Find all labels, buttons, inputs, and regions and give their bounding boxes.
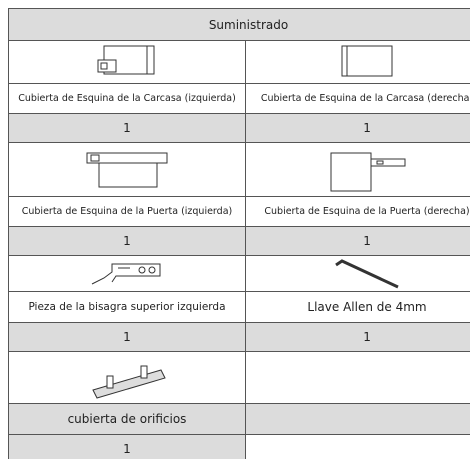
- item-quantity: 1: [8, 113, 246, 143]
- item-name: cubierta de orificios: [8, 403, 246, 435]
- item-image: [244, 40, 470, 84]
- item-name: Cubierta de Esquina de la Puerta (derech…: [244, 196, 470, 227]
- empty-cell: [244, 403, 470, 435]
- item-name: Cubierta de Esquina de la Puerta (izquie…: [8, 196, 246, 227]
- item-quantity: 1: [244, 113, 470, 143]
- item-image: [8, 351, 246, 404]
- item-image: [244, 255, 470, 292]
- item-quantity: 1: [8, 322, 246, 352]
- item-name: Cubierta de Esquina de la Carcasa (derec…: [244, 83, 470, 114]
- table-header: Suministrado: [7, 8, 470, 41]
- empty-cell: [244, 434, 470, 459]
- item-image: [8, 255, 246, 292]
- item-name: Pieza de la bisagra superior izquierda: [8, 291, 246, 323]
- item-quantity: 1: [8, 226, 246, 256]
- item-quantity: 1: [244, 322, 470, 352]
- item-image: [8, 142, 246, 197]
- empty-cell: [244, 351, 470, 404]
- item-image: [8, 40, 246, 84]
- item-image: [244, 142, 470, 197]
- item-name: Llave Allen de 4mm: [244, 291, 470, 323]
- item-quantity: 1: [8, 434, 246, 459]
- item-quantity: 1: [244, 226, 470, 256]
- item-name: Cubierta de Esquina de la Carcasa (izqui…: [8, 83, 246, 114]
- supplied-table: Suministrado Cubierta de Esquina de la C…: [7, 8, 470, 459]
